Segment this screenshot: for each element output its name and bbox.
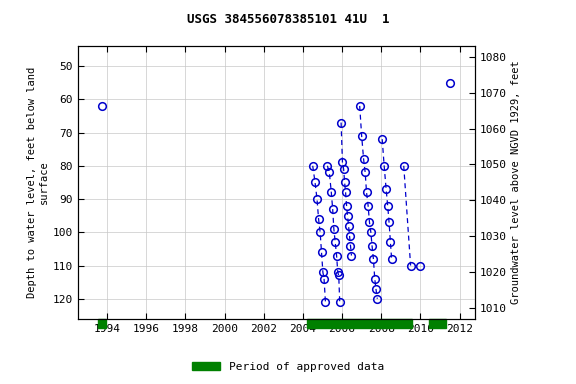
Bar <box>98 319 106 328</box>
Y-axis label: Groundwater level above NGVD 1929, feet: Groundwater level above NGVD 1929, feet <box>511 61 521 304</box>
Y-axis label: Depth to water level, feet below land
surface: Depth to water level, feet below land su… <box>27 67 48 298</box>
Text: USGS 384556078385101 41U  1: USGS 384556078385101 41U 1 <box>187 13 389 26</box>
Legend: Period of approved data: Period of approved data <box>188 358 388 377</box>
Bar <box>307 319 412 328</box>
Bar <box>429 319 446 328</box>
